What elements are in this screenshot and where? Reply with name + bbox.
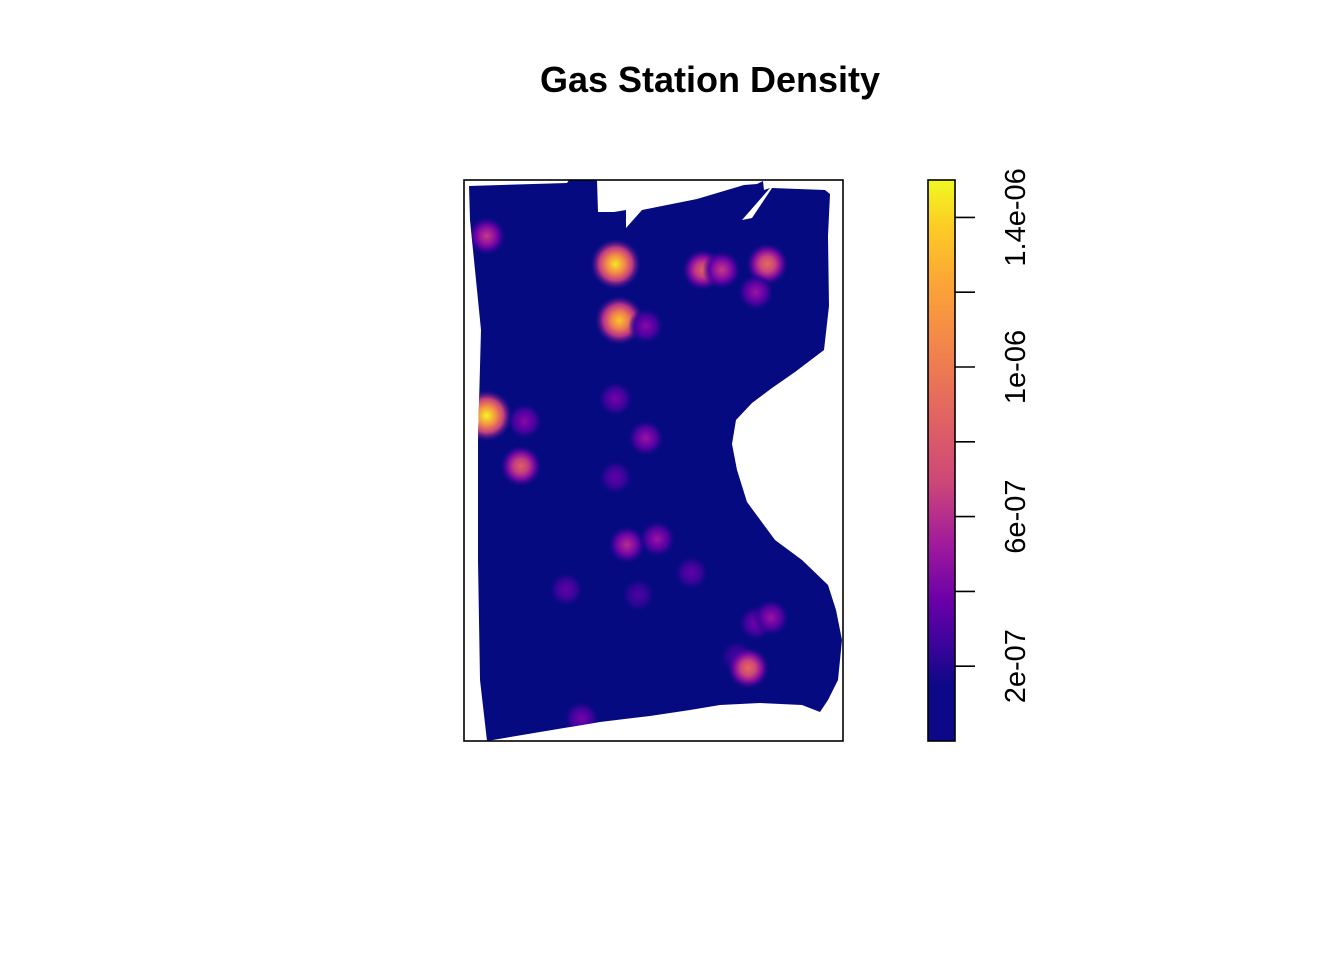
density-hotspot xyxy=(753,599,789,636)
density-hotspot xyxy=(628,308,664,344)
density-hotspot xyxy=(737,274,774,311)
legend-tick-label: 1e-06 xyxy=(1000,330,1032,404)
density-hotspot xyxy=(590,238,642,290)
density-hotspot xyxy=(621,578,655,612)
density-hotspots xyxy=(469,216,789,736)
density-hotspot xyxy=(627,420,664,457)
chart-title: Gas Station Density xyxy=(540,59,880,100)
density-hotspot xyxy=(608,525,646,564)
legend-colorbar xyxy=(927,179,956,742)
density-hotspot xyxy=(564,701,599,736)
density-hotspot xyxy=(702,250,741,289)
density-map xyxy=(469,180,842,741)
legend-tick-label: 2e-07 xyxy=(1000,629,1032,703)
legend-tick-label: 6e-07 xyxy=(1000,480,1032,554)
density-hotspot xyxy=(469,216,506,256)
color-legend: 2e-07 6e-07 1e-06 1.4e-06 xyxy=(927,168,1032,742)
legend-tick-label: 1.4e-06 xyxy=(1000,168,1032,266)
density-hotspot xyxy=(674,555,709,590)
density-hotspot xyxy=(500,445,542,487)
density-hotspot xyxy=(598,460,633,495)
density-hotspot xyxy=(727,646,770,690)
density-hotspot xyxy=(639,521,676,557)
density-hotspot xyxy=(549,572,584,607)
density-hotspot xyxy=(598,381,633,416)
density-hotspot xyxy=(469,389,513,442)
plot-frame xyxy=(463,179,844,742)
density-hotspot xyxy=(506,403,543,439)
legend-axis: 2e-07 6e-07 1e-06 1.4e-06 xyxy=(955,168,1032,703)
